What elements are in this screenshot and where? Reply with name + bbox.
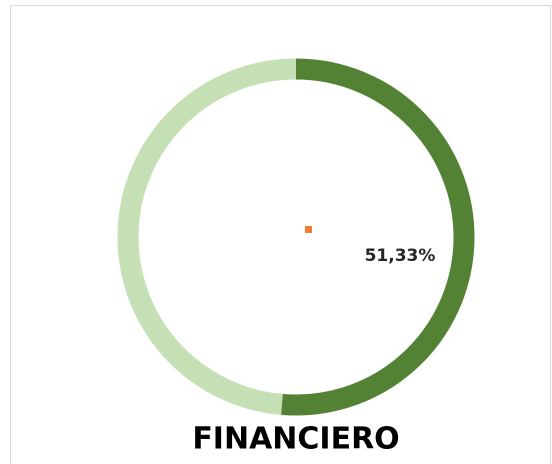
chart-title: FINANCIERO: [192, 422, 399, 457]
donut-segment: [117, 58, 297, 415]
data-label: 51,33%: [365, 246, 436, 266]
center-marker: [305, 226, 312, 233]
donut-segment: [281, 58, 475, 416]
